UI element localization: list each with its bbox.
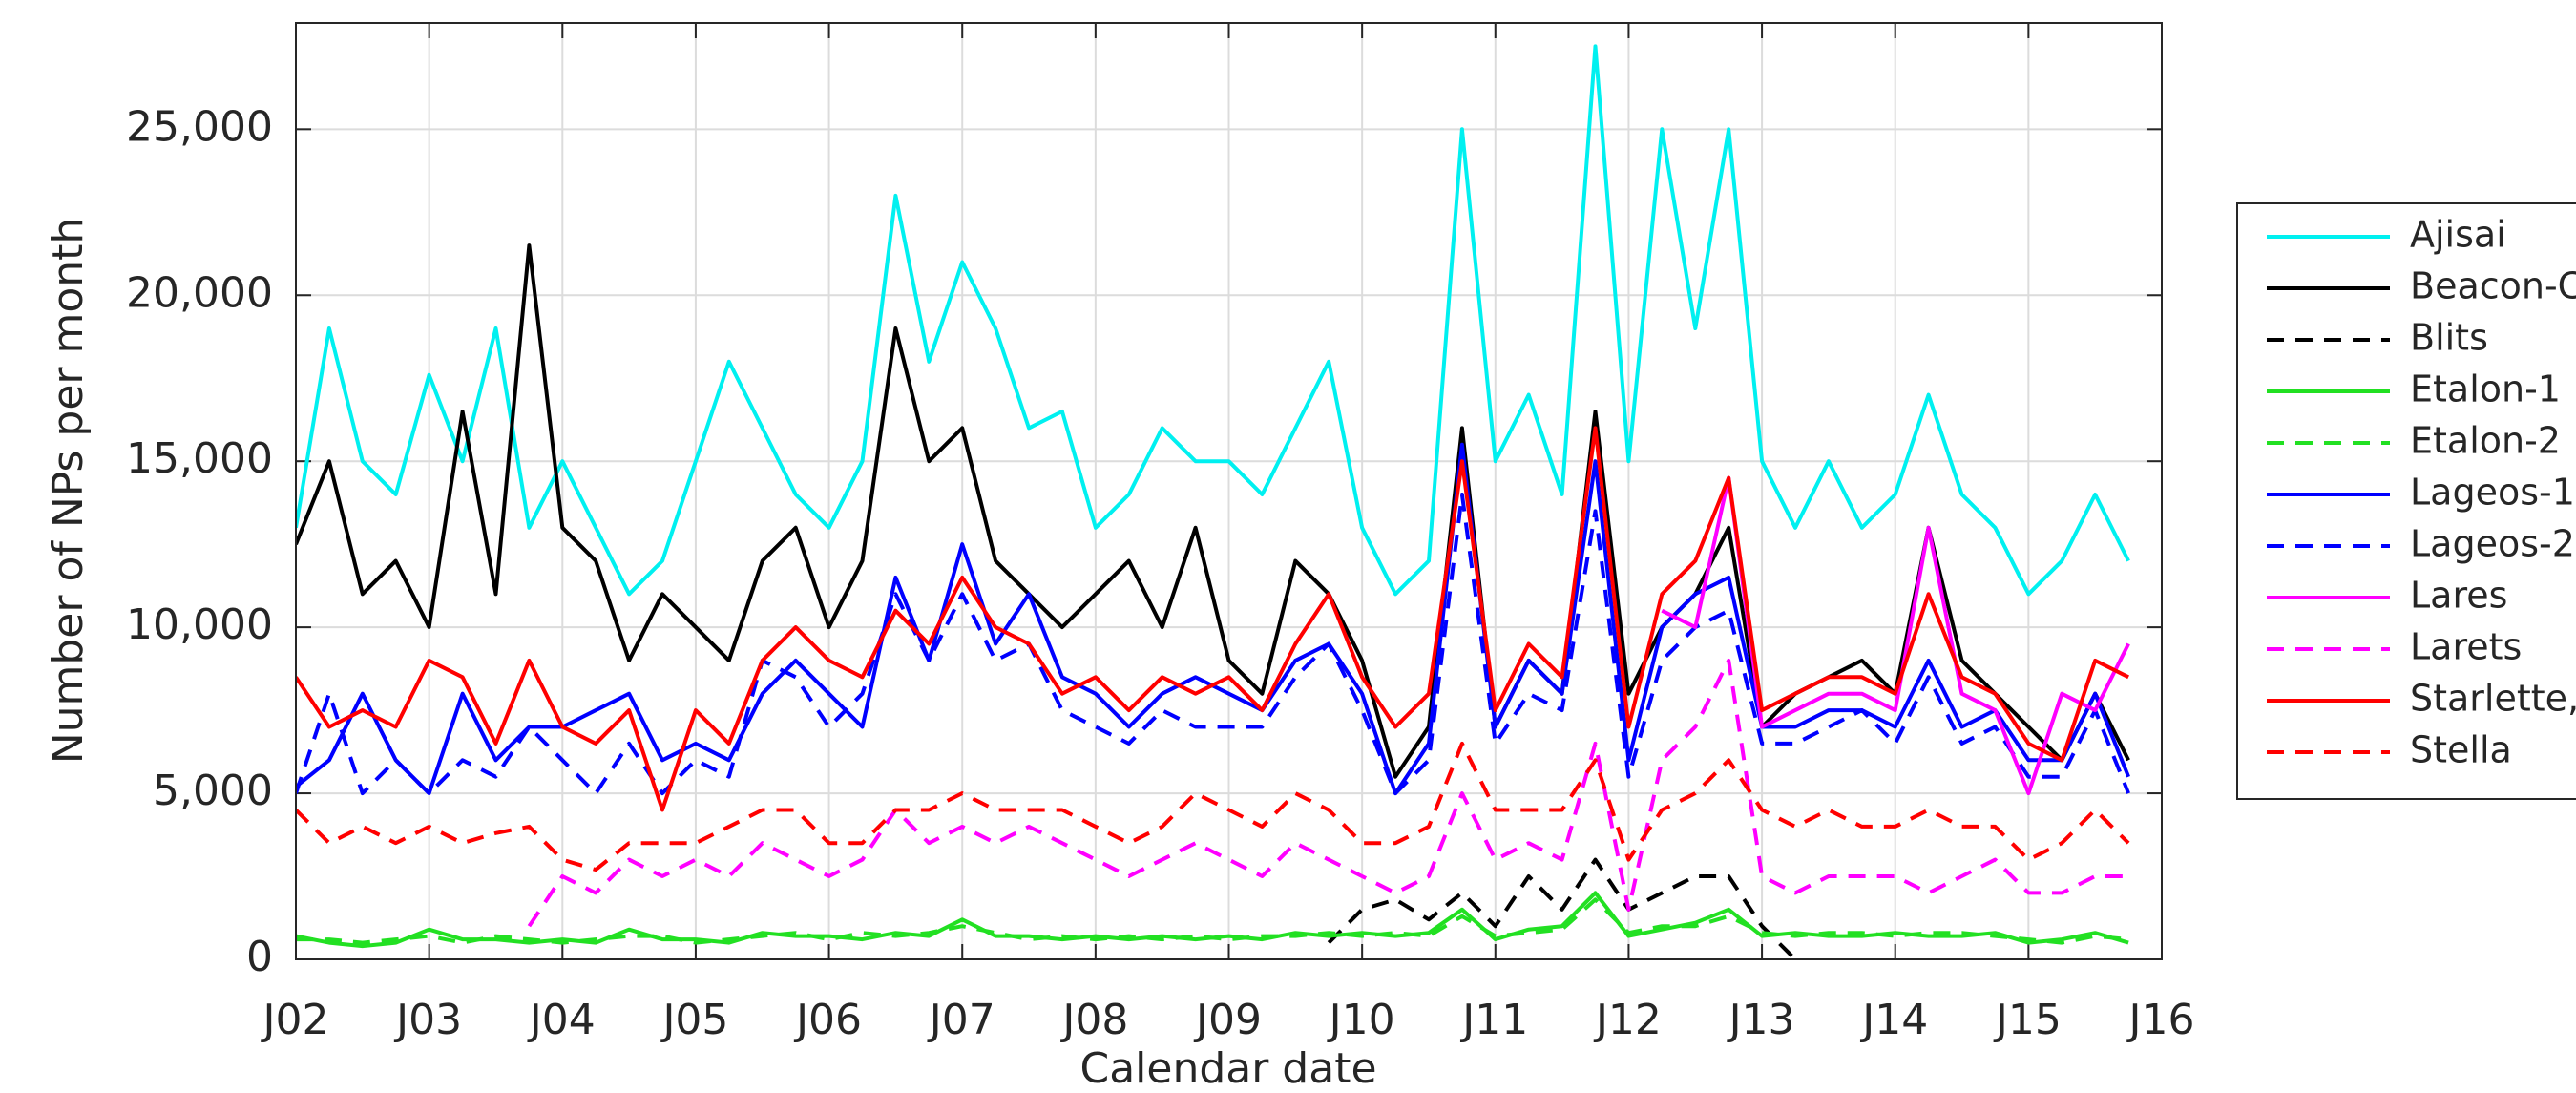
x-tick-label: J05 <box>660 996 728 1044</box>
x-tick-label: J16 <box>2126 996 2195 1044</box>
series-line <box>296 426 2129 812</box>
legend-label: Stella <box>2410 729 2512 771</box>
legend: Ajisai Beacon-C Blits Etalon-1 Etalon-2 Lageo… <box>2236 202 2576 800</box>
y-tick-label: 10,000 <box>126 600 273 649</box>
series-line <box>296 442 2130 796</box>
legend-label: Etalon-2 <box>2410 420 2561 462</box>
legend-label: Lageos-2 <box>2410 523 2575 565</box>
y-tick-label: 0 <box>246 933 273 981</box>
x-tick-label: J08 <box>1059 996 1128 1044</box>
x-axis-label: Calendar date <box>1079 1044 1376 1093</box>
y-axis-label: Number of NPs per month <box>44 218 93 765</box>
x-tick-label: J12 <box>1593 996 1662 1044</box>
series-line <box>1327 857 1797 959</box>
legend-label: Larets <box>2410 626 2522 668</box>
legend-label: Blits <box>2410 317 2488 359</box>
x-tick-label: J15 <box>1993 996 2062 1044</box>
y-tick-label: 5,000 <box>153 767 273 815</box>
x-tick-label: J07 <box>927 996 995 1044</box>
x-tick-label: J04 <box>527 996 596 1044</box>
x-tick-label: J09 <box>1193 996 1262 1044</box>
x-tick-label: J13 <box>1727 996 1795 1044</box>
series-line <box>296 493 2130 796</box>
x-tick-label: J11 <box>1459 996 1528 1044</box>
x-tick-label: J06 <box>793 996 862 1044</box>
x-tick-label: J03 <box>393 996 462 1044</box>
legend-label: Ajisai <box>2410 214 2506 256</box>
series-line <box>296 897 2129 945</box>
x-tick-label: J10 <box>1327 996 1395 1044</box>
legend-label: Lageos-1 <box>2410 472 2575 514</box>
y-tick-label: 20,000 <box>126 268 273 317</box>
y-tick-label: 25,000 <box>126 102 273 151</box>
legend-label: Starlette, <box>2410 678 2576 720</box>
x-tick-label: J02 <box>261 996 329 1044</box>
series-line <box>296 44 2130 597</box>
plot-frame <box>295 22 2163 960</box>
series-line <box>527 658 2129 928</box>
series-line <box>296 741 2130 872</box>
y-tick-label: 15,000 <box>126 434 273 483</box>
legend-label: Etalon-1 <box>2410 368 2561 410</box>
x-tick-label: J14 <box>1859 996 1928 1044</box>
legend-label: Lares <box>2410 575 2507 617</box>
legend-label: Beacon-C <box>2410 265 2576 307</box>
